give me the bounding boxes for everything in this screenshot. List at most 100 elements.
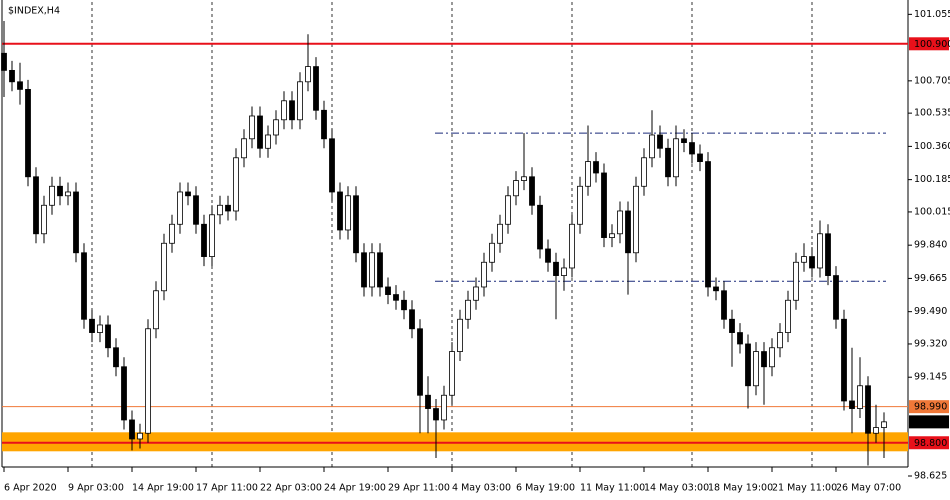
price-label-box bbox=[909, 415, 949, 429]
candle-body bbox=[385, 286, 391, 295]
candle-body bbox=[761, 351, 767, 368]
candle-body bbox=[97, 324, 103, 333]
candle-body bbox=[737, 332, 743, 345]
y-tick-label: 100.360 bbox=[914, 141, 950, 152]
candle-body bbox=[465, 299, 471, 320]
candle-body bbox=[785, 299, 791, 333]
candle-body bbox=[665, 147, 671, 178]
candle-body bbox=[321, 109, 327, 140]
candle-body bbox=[881, 421, 887, 428]
candle-body bbox=[689, 142, 695, 155]
candle-body bbox=[849, 400, 855, 409]
x-tick-label: 14 May 03:00 bbox=[644, 483, 709, 494]
candle-body bbox=[577, 185, 583, 225]
candle-body bbox=[481, 261, 487, 288]
candle-body bbox=[329, 138, 335, 193]
x-tick-label: 14 Apr 19:00 bbox=[132, 483, 194, 494]
candle-body bbox=[489, 242, 495, 263]
candle-body bbox=[345, 195, 351, 231]
candle-body bbox=[257, 115, 263, 149]
y-tick-label: 99.320 bbox=[914, 338, 947, 349]
chart-title: $INDEX,H4 bbox=[8, 6, 60, 17]
candle-body bbox=[193, 195, 199, 225]
candle-body bbox=[809, 256, 815, 269]
candle-body bbox=[137, 432, 143, 440]
candle-body bbox=[41, 204, 47, 235]
y-tick-label: 99.665 bbox=[914, 273, 947, 284]
price-label: 100.900 bbox=[914, 39, 950, 50]
candle-body bbox=[401, 299, 407, 311]
candle-body bbox=[185, 191, 191, 197]
candle-body bbox=[409, 309, 415, 330]
candle-body bbox=[769, 347, 775, 368]
candle-body bbox=[425, 394, 431, 409]
candle-body bbox=[201, 223, 207, 257]
candle-body bbox=[49, 185, 55, 206]
candle-body bbox=[57, 185, 63, 197]
candle-body bbox=[369, 252, 375, 288]
candle-body bbox=[753, 351, 759, 387]
candle-body bbox=[457, 318, 463, 352]
candle-body bbox=[377, 252, 383, 288]
candle-body bbox=[553, 261, 559, 276]
candle-body bbox=[713, 286, 719, 292]
candle-body bbox=[17, 81, 23, 90]
candle-body bbox=[657, 134, 663, 149]
candle-body bbox=[337, 191, 343, 231]
candle-body bbox=[505, 195, 511, 225]
y-tick-label: 99.490 bbox=[914, 306, 947, 317]
y-tick-label: 100.015 bbox=[914, 206, 950, 217]
candle-body bbox=[121, 366, 127, 421]
price-label-box bbox=[909, 400, 949, 414]
candle-body bbox=[289, 100, 295, 121]
candle-body bbox=[529, 176, 535, 206]
x-tick-label: 24 Apr 19:00 bbox=[324, 483, 386, 494]
price-label: 98.800 bbox=[914, 438, 947, 449]
candle-body bbox=[697, 153, 703, 162]
candle-body bbox=[793, 261, 799, 301]
candle-body bbox=[545, 248, 551, 263]
candle-body bbox=[353, 195, 359, 254]
price-label: 98.910 bbox=[914, 417, 947, 428]
candle-body bbox=[857, 385, 863, 409]
candle-body bbox=[233, 157, 239, 212]
candle-body bbox=[169, 223, 175, 244]
candle-body bbox=[673, 138, 679, 178]
candle-body bbox=[433, 408, 439, 421]
candle-body bbox=[129, 419, 135, 440]
candle-body bbox=[745, 343, 751, 387]
candle-body bbox=[681, 138, 687, 143]
candle-body bbox=[33, 176, 39, 235]
candle-body bbox=[441, 394, 447, 421]
candle-body bbox=[161, 242, 167, 292]
candle-body bbox=[561, 267, 567, 276]
x-tick-label: 26 May 07:00 bbox=[836, 483, 901, 494]
candle-body bbox=[521, 176, 527, 181]
x-tick-label: 6 Apr 2020 bbox=[4, 483, 57, 494]
candle-body bbox=[617, 210, 623, 235]
candle-body bbox=[633, 185, 639, 254]
price-label-box bbox=[909, 436, 949, 450]
candle-body bbox=[705, 161, 711, 288]
y-tick-label: 100.705 bbox=[914, 75, 950, 86]
y-tick-label: 99.145 bbox=[914, 372, 947, 383]
candle-body bbox=[9, 69, 15, 83]
candle-body bbox=[593, 161, 599, 174]
candle-body bbox=[721, 290, 727, 320]
candle-body bbox=[89, 318, 95, 333]
candle-body bbox=[361, 252, 367, 288]
x-tick-label: 22 Apr 03:00 bbox=[260, 483, 322, 494]
candle-body bbox=[801, 256, 807, 263]
x-tick-label: 17 Apr 11:00 bbox=[196, 483, 258, 494]
x-tick-label: 29 Apr 11:00 bbox=[388, 483, 450, 494]
candle-body bbox=[209, 214, 215, 257]
candle-body bbox=[73, 191, 79, 254]
y-tick-label: 99.840 bbox=[914, 240, 947, 251]
candle-body bbox=[649, 134, 655, 159]
candle-body bbox=[249, 115, 255, 140]
candle-body bbox=[273, 119, 279, 136]
x-tick-label: 18 May 19:00 bbox=[708, 483, 773, 494]
candle-body bbox=[497, 223, 503, 244]
y-tick-label: 100.185 bbox=[914, 174, 950, 185]
candle-body bbox=[281, 100, 287, 121]
